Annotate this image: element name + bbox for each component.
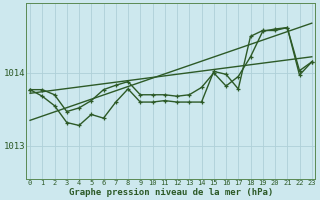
X-axis label: Graphe pression niveau de la mer (hPa): Graphe pression niveau de la mer (hPa)	[69, 188, 273, 197]
